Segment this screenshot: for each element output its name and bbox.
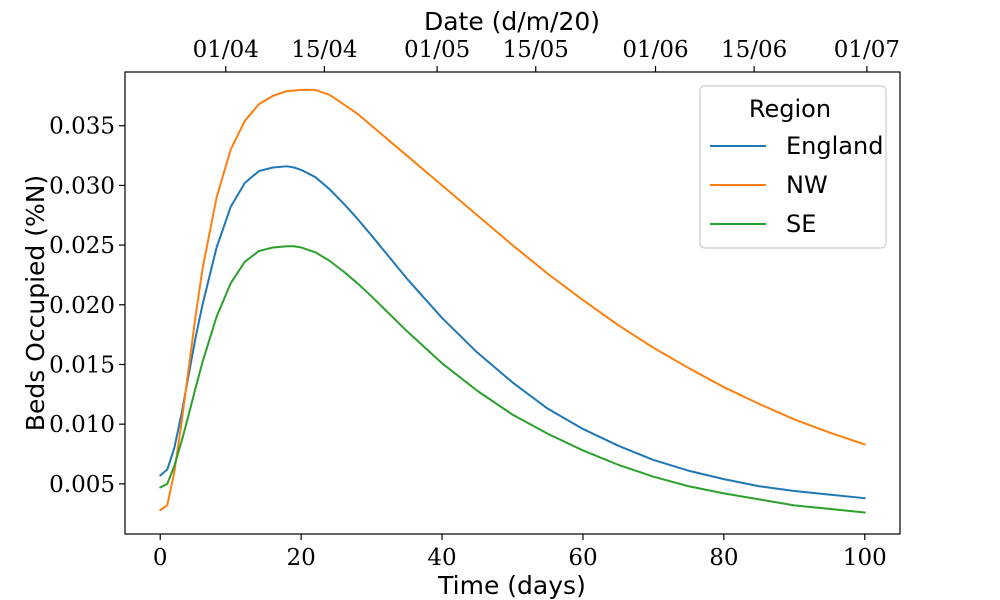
legend-label-nw: NW bbox=[786, 171, 828, 199]
series-line-se bbox=[159, 245, 866, 514]
top-x-tick-label: 15/05 bbox=[503, 37, 569, 63]
y-tick-label: 0.010 bbox=[49, 412, 115, 438]
y-tick-label: 0.015 bbox=[49, 352, 115, 378]
y-tick-label: 0.020 bbox=[49, 293, 115, 319]
y-tick-label: 0.030 bbox=[49, 173, 115, 199]
legend: Region England NW SE bbox=[699, 85, 887, 249]
x-tick-label: 40 bbox=[427, 545, 456, 571]
y-axis: 0.005 0.010 0.015 0.020 0.025 0.030 0.035 bbox=[49, 114, 125, 498]
x-tick-label: 60 bbox=[568, 545, 597, 571]
series-line-england bbox=[159, 165, 866, 500]
top-x-tick-label: 01/05 bbox=[404, 37, 470, 63]
x-tick-label: 20 bbox=[286, 545, 315, 571]
top-x-tick-label: 01/07 bbox=[834, 37, 900, 63]
legend-entries: England NW SE bbox=[710, 132, 883, 238]
top-x-tick-label: 15/04 bbox=[291, 37, 357, 63]
series-line-nw bbox=[159, 88, 866, 512]
series-layer bbox=[159, 88, 866, 514]
bottom-x-axis: 0 20 40 60 80 100 bbox=[153, 534, 887, 571]
x-axis-title: Time (days) bbox=[437, 571, 586, 600]
legend-label-se: SE bbox=[786, 210, 816, 238]
top-x-tick-label: 15/06 bbox=[721, 37, 787, 63]
legend-box bbox=[699, 85, 887, 249]
y-axis-title: Beds Occupied (%N) bbox=[21, 175, 50, 431]
legend-title: Region bbox=[749, 95, 831, 123]
legend-label-england: England bbox=[786, 132, 883, 160]
top-x-tick-label: 01/06 bbox=[622, 37, 688, 63]
x-tick-label: 100 bbox=[843, 545, 887, 571]
top-x-axis: 01/04 15/04 01/05 15/05 01/06 15/06 01/07 bbox=[193, 37, 900, 72]
y-tick-label: 0.005 bbox=[49, 472, 115, 498]
x-tick-label: 0 bbox=[153, 545, 168, 571]
y-tick-label: 0.035 bbox=[49, 114, 115, 140]
x-tick-label: 80 bbox=[709, 545, 738, 571]
top-x-tick-label: 01/04 bbox=[193, 37, 259, 63]
y-tick-label: 0.025 bbox=[49, 233, 115, 259]
plot-frame bbox=[124, 71, 901, 535]
top-x-axis-title: Date (d/m/20) bbox=[424, 7, 600, 36]
